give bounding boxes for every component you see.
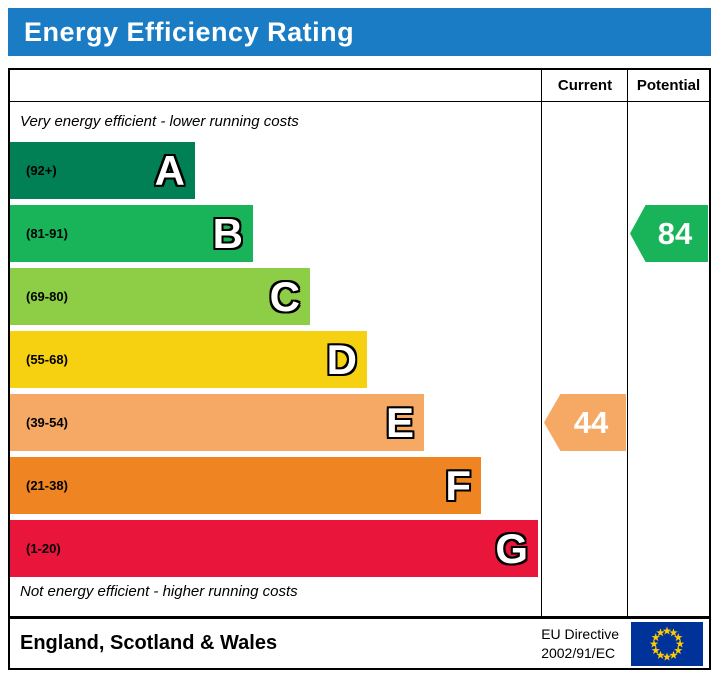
- potential-value: 84: [657, 215, 693, 251]
- band-a-letter: A: [154, 146, 185, 194]
- band-row-a: (92+) A: [10, 142, 709, 199]
- potential-column-divider: [627, 70, 628, 616]
- page-title: Energy Efficiency Rating: [24, 16, 355, 47]
- bottom-note: Not energy efficient - higher running co…: [20, 583, 298, 600]
- column-header-spacer: [10, 70, 542, 101]
- band-d-range: (55-68): [26, 352, 68, 367]
- band-row-b: (81-91) B: [10, 205, 709, 262]
- band-g-range: (1-20): [26, 541, 61, 556]
- potential-pointer: 84: [630, 205, 708, 262]
- current-value: 44: [573, 404, 609, 440]
- eu-directive-line1: EU Directive: [541, 625, 619, 642]
- band-e-range: (39-54): [26, 415, 68, 430]
- top-note: Very energy efficient - lower running co…: [20, 113, 299, 130]
- eu-directive-line2: 2002/91/EC: [541, 644, 616, 661]
- epc-footer: England, Scotland & Wales EU Directive 2…: [8, 618, 711, 670]
- band-c-range: (69-80): [26, 289, 68, 304]
- band-d-letter: D: [326, 335, 357, 383]
- band-f-letter: F: [445, 461, 471, 509]
- band-row-g: (1-20) G: [10, 520, 709, 577]
- band-b-letter: B: [212, 209, 243, 257]
- band-f: (21-38) F: [10, 457, 481, 514]
- band-g: (1-20) G: [10, 520, 538, 577]
- column-header-current: Current: [557, 77, 613, 94]
- current-column-divider: [541, 70, 542, 616]
- band-c-letter: C: [269, 272, 300, 320]
- region-label: England, Scotland & Wales: [20, 632, 278, 654]
- epc-title-bar: Energy Efficiency Rating: [8, 8, 711, 56]
- band-c: (69-80) C: [10, 268, 310, 325]
- band-d: (55-68) D: [10, 331, 367, 388]
- band-e: (39-54) E: [10, 394, 424, 451]
- eu-flag-icon: [631, 621, 703, 666]
- band-row-f: (21-38) F: [10, 457, 709, 514]
- band-e-letter: E: [385, 398, 414, 446]
- band-g-letter: G: [495, 524, 528, 572]
- band-f-range: (21-38): [26, 478, 68, 493]
- band-a: (92+) A: [10, 142, 195, 199]
- band-b-range: (81-91): [26, 226, 68, 241]
- band-a-range: (92+): [26, 163, 57, 178]
- chart-body: Very energy efficient - lower running co…: [10, 103, 709, 616]
- current-pointer: 44: [544, 394, 626, 451]
- band-row-c: (69-80) C: [10, 268, 709, 325]
- column-header-potential: Potential: [636, 77, 701, 94]
- band-row-e: (39-54) E: [10, 394, 709, 451]
- band-b: (81-91) B: [10, 205, 253, 262]
- column-header-row: Current Potential: [10, 70, 709, 102]
- band-row-d: (55-68) D: [10, 331, 709, 388]
- eu-directive-label: EU Directive 2002/91/EC: [541, 625, 619, 663]
- epc-rating-chart: Current Potential Very energy efficient …: [8, 68, 711, 618]
